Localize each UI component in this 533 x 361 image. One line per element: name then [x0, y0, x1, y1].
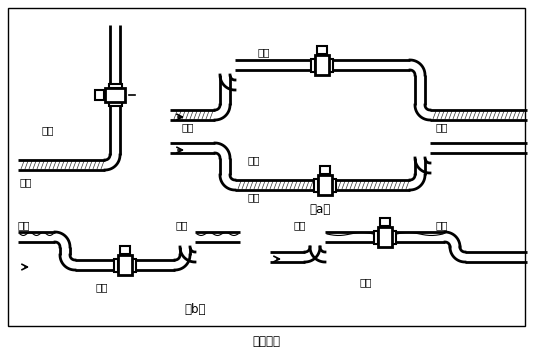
Text: 液体: 液体	[182, 122, 195, 132]
Bar	[315, 55, 329, 75]
Bar	[329, 59, 333, 72]
Text: 错误: 错误	[248, 155, 261, 165]
Bar	[320, 166, 330, 174]
Bar	[109, 102, 122, 106]
Bar	[392, 231, 396, 244]
Text: 正确: 正确	[258, 47, 271, 57]
Bar	[120, 246, 130, 254]
Bar	[132, 259, 136, 272]
Bar	[318, 175, 332, 195]
Text: 气泡: 气泡	[435, 220, 448, 230]
Bar	[109, 84, 122, 88]
Text: 液体: 液体	[435, 122, 448, 132]
Bar	[311, 59, 315, 72]
Bar	[378, 227, 392, 247]
Text: 图（四）: 图（四）	[252, 335, 280, 348]
Text: 气泡: 气泡	[293, 220, 305, 230]
Text: 液体: 液体	[20, 177, 33, 187]
Text: 正确: 正确	[95, 282, 108, 292]
Bar	[95, 90, 104, 100]
Bar	[380, 218, 390, 226]
Text: 气泡: 气泡	[175, 220, 188, 230]
Text: 气泡: 气泡	[18, 220, 30, 230]
Bar	[314, 179, 318, 192]
Bar	[105, 88, 125, 102]
Text: 液体: 液体	[248, 192, 261, 202]
Text: （b）: （b）	[184, 303, 206, 316]
Bar	[118, 255, 132, 275]
Text: 正确: 正确	[42, 125, 54, 135]
Bar	[332, 179, 336, 192]
Bar	[114, 259, 118, 272]
Bar	[374, 231, 378, 244]
Text: 错误: 错误	[360, 277, 373, 287]
Text: （a）: （a）	[309, 203, 330, 216]
Bar	[8, 8, 525, 326]
Bar	[317, 46, 327, 54]
